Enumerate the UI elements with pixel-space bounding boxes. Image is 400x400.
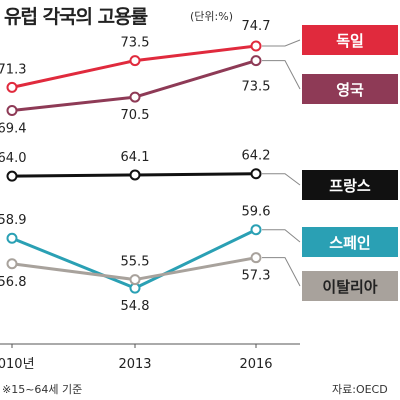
data-point-0-1 — [129, 55, 141, 67]
data-label-1-2: 73.5 — [242, 80, 271, 95]
data-label-2-2: 64.2 — [242, 149, 271, 164]
series-line-0 — [11, 44, 257, 89]
source-label: 자료:OECD — [332, 383, 388, 396]
legend-connector-1 — [262, 60, 301, 90]
data-label-1-0: 69.4 — [0, 121, 26, 136]
x-tick-label-2: 2016 — [239, 357, 272, 372]
legend-germany: 독일 — [302, 25, 398, 55]
data-label-2-0: 64.0 — [0, 151, 26, 166]
data-label-4-2: 57.3 — [242, 269, 271, 284]
x-tick-label-1: 2013 — [118, 357, 151, 372]
data-point-3-0 — [6, 232, 18, 244]
legend-connector-3 — [262, 229, 301, 243]
legend-spain: 스페인 — [302, 227, 398, 257]
data-point-0-2 — [250, 40, 262, 52]
legend-connector-4 — [262, 257, 301, 287]
chart-title: 유럽 각국의 고용률 — [4, 6, 148, 28]
data-point-2-0 — [6, 170, 18, 182]
legend-uk: 영국 — [302, 74, 398, 104]
data-label-4-0: 56.8 — [0, 275, 26, 290]
data-label-3-2: 59.6 — [242, 205, 271, 220]
data-label-4-1: 55.5 — [121, 255, 150, 270]
data-point-1-0 — [6, 104, 18, 116]
data-point-1-2 — [250, 55, 262, 67]
data-point-4-1 — [129, 274, 141, 286]
data-point-2-2 — [250, 168, 262, 180]
x-tick-label-0: 2010년 — [0, 357, 35, 372]
legend-connector-0 — [262, 39, 301, 47]
data-label-0-0: 71.3 — [0, 62, 26, 77]
data-label-2-1: 64.1 — [121, 150, 150, 165]
series-line-1 — [11, 59, 257, 112]
unit-label: (단위:%) — [190, 10, 233, 23]
data-label-3-0: 58.9 — [0, 213, 26, 228]
data-label-3-1: 54.8 — [121, 299, 150, 314]
data-label-0-1: 73.5 — [121, 36, 150, 51]
data-point-4-0 — [6, 258, 18, 270]
data-label-1-1: 70.5 — [121, 108, 150, 123]
data-point-2-1 — [129, 169, 141, 181]
legend-france: 프랑스 — [302, 170, 398, 200]
data-label-0-2: 74.7 — [242, 19, 271, 34]
footnote: ※15~64세 기준 — [2, 383, 83, 396]
data-point-1-1 — [129, 91, 141, 103]
legend-italy: 이탈리아 — [302, 271, 398, 301]
data-point-4-2 — [250, 252, 262, 264]
data-point-0-0 — [6, 81, 18, 93]
data-point-3-2 — [250, 224, 262, 236]
legend-connector-2 — [262, 173, 301, 186]
